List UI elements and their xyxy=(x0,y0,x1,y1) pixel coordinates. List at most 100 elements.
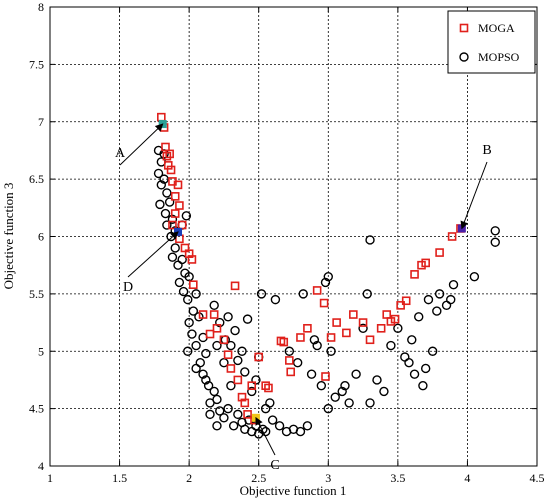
moga-point xyxy=(223,350,233,359)
data-marks xyxy=(153,112,500,439)
mopso-point xyxy=(270,294,281,305)
mopso-point xyxy=(240,367,250,377)
moga-point xyxy=(240,398,250,408)
mopso-point xyxy=(267,415,278,425)
mopso-point xyxy=(446,294,456,305)
moga-point xyxy=(209,310,219,319)
mopso-point xyxy=(183,346,193,356)
y-axis-label: Objective function 3 xyxy=(1,183,16,290)
moga-point xyxy=(165,149,174,159)
mopso-point xyxy=(302,421,313,431)
annotation-label-d: D xyxy=(123,280,133,295)
moga-point xyxy=(319,298,329,308)
mopso-point xyxy=(237,346,247,356)
mopso-point xyxy=(160,208,171,219)
mopso-point xyxy=(427,346,438,356)
mopso-point xyxy=(407,335,417,345)
mopso-point xyxy=(256,289,267,299)
moga-point xyxy=(321,372,330,381)
legend-box xyxy=(447,10,536,74)
annotation-label-a: A xyxy=(115,146,126,161)
mopso-point xyxy=(191,340,201,351)
moga-point xyxy=(212,323,222,333)
mopso-point xyxy=(212,421,222,431)
mopso-point xyxy=(265,398,275,408)
moga-point xyxy=(342,328,351,338)
mopso-point xyxy=(155,199,165,210)
moga-point xyxy=(187,255,197,264)
mopso-point xyxy=(167,252,178,262)
mopso-point xyxy=(156,180,167,190)
mopso-point xyxy=(365,235,375,245)
mopso-point xyxy=(469,271,480,282)
x-tick-label: 4.5 xyxy=(530,471,545,485)
mopso-point xyxy=(153,168,164,179)
legend-mopso-marker xyxy=(459,52,469,62)
mopso-point xyxy=(423,294,434,305)
x-tick-label: 2.5 xyxy=(251,471,266,485)
mopso-point xyxy=(326,346,336,356)
moga-point xyxy=(166,165,176,175)
mopso-point xyxy=(223,312,233,322)
mopso-point xyxy=(337,386,347,397)
mopso-point xyxy=(330,392,340,402)
annotation-arrow-a xyxy=(119,123,164,166)
y-tick-label: 4 xyxy=(38,459,44,473)
moga-point xyxy=(358,318,368,327)
mopso-point xyxy=(181,211,192,221)
x-tick-label: 4 xyxy=(464,471,470,485)
moga-point xyxy=(435,248,444,257)
moga-point xyxy=(177,220,187,230)
moga-point xyxy=(254,352,264,362)
y-tick-label: 6 xyxy=(38,230,44,244)
moga-point xyxy=(219,335,229,345)
legend-moga-marker xyxy=(459,23,469,33)
mopso-point xyxy=(174,277,185,288)
moga-point xyxy=(326,333,336,342)
annotation-arrow-b xyxy=(460,161,488,230)
mopso-point xyxy=(215,406,225,416)
y-tick-label: 6.5 xyxy=(29,172,44,186)
moga-point xyxy=(447,232,457,241)
mopso-point xyxy=(432,306,442,316)
moga-point xyxy=(410,270,419,279)
mopso-point xyxy=(242,314,253,324)
mopso-point xyxy=(223,403,233,414)
mopso-point xyxy=(274,421,285,431)
moga-point xyxy=(175,201,184,210)
mopso-point xyxy=(295,426,306,437)
mopso-point xyxy=(323,403,333,414)
mopso-point xyxy=(418,380,428,391)
mopso-point xyxy=(228,421,239,431)
y-tick-label: 4.5 xyxy=(29,402,44,416)
mopso-point xyxy=(362,289,372,299)
annotation-arrow-c xyxy=(255,416,276,456)
mopso-point xyxy=(379,386,389,397)
moga-point xyxy=(312,286,322,295)
mopso-point xyxy=(226,340,236,351)
moga-point xyxy=(226,364,236,373)
mopso-point xyxy=(201,348,211,359)
mopso-point xyxy=(409,369,420,379)
mopso-point xyxy=(258,424,268,434)
mopso-point xyxy=(187,329,197,339)
moga-point xyxy=(170,209,180,218)
mopso-point xyxy=(162,188,172,198)
moga-point xyxy=(279,337,289,347)
mopso-point xyxy=(316,380,327,391)
mopso-point xyxy=(490,226,500,236)
mopso-point xyxy=(191,289,201,299)
mopso-point xyxy=(209,386,219,397)
mopso-point xyxy=(201,375,211,385)
mopso-point xyxy=(393,323,403,333)
mopso-point xyxy=(365,398,375,408)
x-tick-label: 3 xyxy=(325,471,331,485)
legend: MOGA MOPSO xyxy=(447,10,536,74)
moga-point xyxy=(286,367,296,377)
moga-point xyxy=(296,333,305,342)
mopso-point xyxy=(159,174,169,184)
mopso-point xyxy=(284,346,295,356)
axis-ticks: 1 1.5 2 2.5 3 3.5 4 4.5 4 4.5 5 5.5 6 6.5 7 7.5 8 xyxy=(29,0,545,485)
moga-point xyxy=(401,296,411,306)
mopso-point xyxy=(178,286,189,297)
